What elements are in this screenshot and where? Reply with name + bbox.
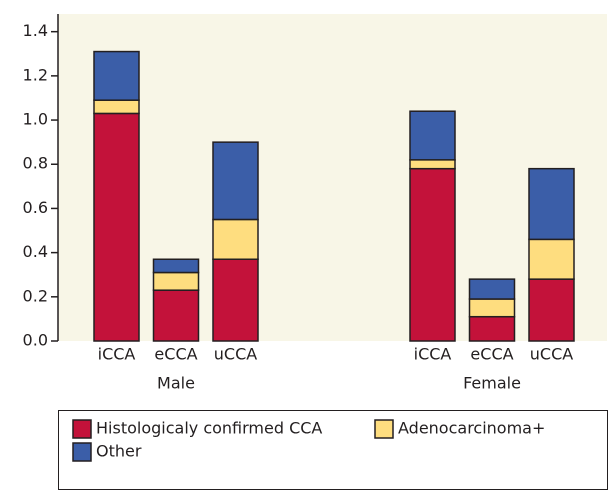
bar-segment	[528, 238, 575, 280]
legend	[58, 410, 608, 490]
bar-segment	[152, 271, 200, 291]
y-tick-label: 1.0	[23, 110, 48, 129]
bar-segment	[409, 167, 456, 342]
y-tick-label: 1.4	[23, 21, 48, 40]
x-tick-label: uCCA	[530, 345, 573, 364]
y-tick-label: 0.8	[23, 154, 48, 173]
bar-segment	[528, 278, 575, 342]
y-tick-label: 0.4	[23, 242, 48, 261]
bar-segment	[212, 258, 259, 342]
group-label: Female	[463, 374, 521, 393]
y-tick-label: 0.2	[23, 286, 48, 305]
group-label: Male	[157, 374, 195, 393]
bar-segment	[468, 278, 516, 300]
bar-segment	[152, 258, 200, 274]
x-tick-label: eCCA	[470, 345, 513, 364]
bar-segment	[468, 315, 516, 342]
bar-segment	[212, 141, 259, 221]
legend-swatch	[72, 419, 92, 439]
x-tick-label: uCCA	[214, 345, 257, 364]
legend-label: Other	[96, 442, 142, 461]
y-tick-label: 1.2	[23, 65, 48, 84]
plot-background	[58, 14, 607, 341]
bar-segment	[468, 298, 516, 318]
legend-label: Adenocarcinoma+	[398, 419, 545, 438]
bar-segment	[152, 289, 200, 342]
bar-segment	[409, 159, 456, 170]
x-tick-label: iCCA	[98, 345, 136, 364]
bar-segment	[93, 99, 140, 115]
x-tick-label: iCCA	[414, 345, 452, 364]
legend-swatch	[72, 442, 92, 462]
legend-label: Histologicaly confirmed CCA	[96, 419, 322, 438]
bar-segment	[93, 50, 140, 101]
y-tick-label: 0.0	[23, 331, 48, 350]
bar-segment	[212, 218, 259, 261]
bar-segment	[93, 112, 140, 342]
y-tick-label: 0.6	[23, 198, 48, 217]
legend-swatch	[374, 419, 394, 439]
x-tick-label: eCCA	[154, 345, 197, 364]
bar-segment	[409, 110, 456, 161]
bar-segment	[528, 167, 575, 241]
